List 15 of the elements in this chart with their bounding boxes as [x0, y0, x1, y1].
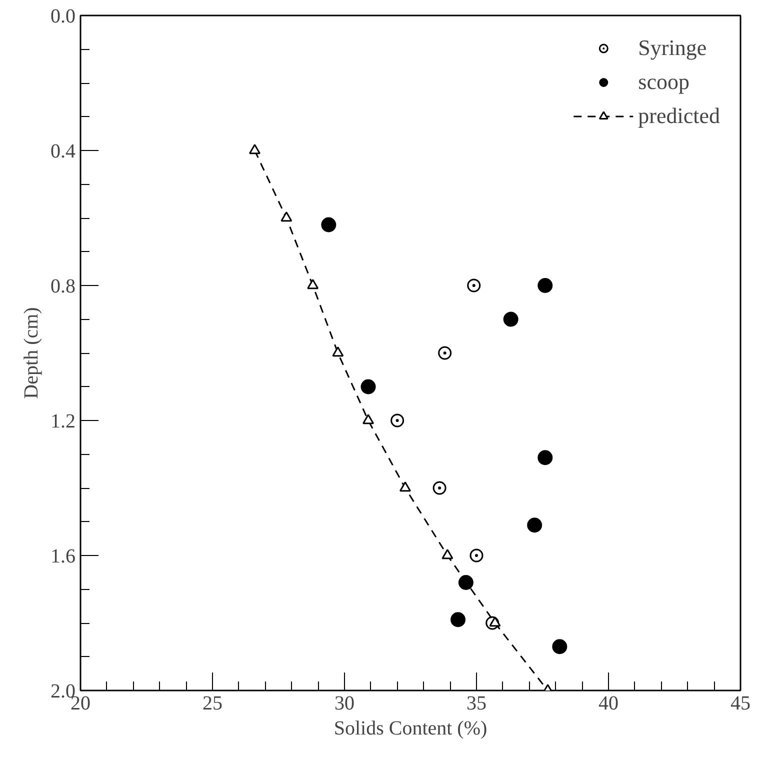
x-tick-label: 35	[466, 692, 486, 714]
legend-label: predicted	[638, 103, 720, 129]
x-tick-label: 25	[202, 692, 222, 714]
y-tick-label: 0.0	[50, 6, 76, 28]
legend-label: scoop	[638, 69, 690, 95]
y-axis-title: Depth (cm)	[20, 307, 42, 399]
y-tick-label: 1.6	[50, 546, 76, 568]
x-tick-label: 30	[334, 692, 354, 714]
x-tick-label: 45	[730, 692, 750, 714]
y-tick-label: 1.2	[50, 410, 76, 432]
y-tick-label: 0.8	[50, 276, 76, 298]
x-axis-title: Solids Content (%)	[334, 718, 488, 740]
x-tick-label: 40	[598, 692, 618, 714]
legend-label: Syringe	[638, 35, 707, 61]
y-tick-label: 0.4	[50, 140, 76, 162]
